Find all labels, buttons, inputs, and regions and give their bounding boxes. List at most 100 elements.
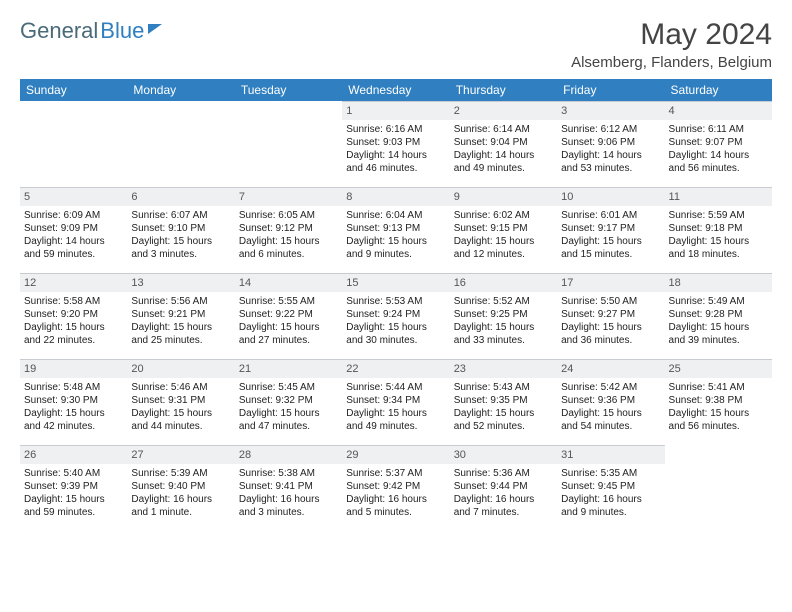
sunset-text: Sunset: 9:38 PM (669, 394, 768, 407)
calendar-cell: 12Sunrise: 5:58 AMSunset: 9:20 PMDayligh… (20, 273, 127, 359)
day-number: 14 (235, 273, 342, 292)
sunrise-text: Sunrise: 5:35 AM (561, 467, 660, 480)
day-number: 30 (450, 445, 557, 464)
calendar-cell: 23Sunrise: 5:43 AMSunset: 9:35 PMDayligh… (450, 359, 557, 445)
brand-logo: GeneralBlue (20, 18, 162, 44)
cell-body: Sunrise: 5:40 AMSunset: 9:39 PMDaylight:… (20, 464, 127, 523)
sunset-text: Sunset: 9:28 PM (669, 308, 768, 321)
sunrise-text: Sunrise: 5:56 AM (131, 295, 230, 308)
location-label: Alsemberg, Flanders, Belgium (571, 54, 772, 71)
day-number: 11 (665, 187, 772, 206)
daylight-text: Daylight: 14 hours and 56 minutes. (669, 149, 768, 175)
day-header: Monday (127, 79, 234, 101)
sunset-text: Sunset: 9:40 PM (131, 480, 230, 493)
sunset-text: Sunset: 9:13 PM (346, 222, 445, 235)
calendar-cell: 31 Sunrise: 5:35 AMSunset: 9:45 PMDayligh… (557, 445, 664, 531)
daylight-text: Daylight: 15 hours and 59 minutes. (24, 493, 123, 519)
sunset-text: Sunset: 9:22 PM (239, 308, 338, 321)
daylight-text: Daylight: 15 hours and 6 minutes. (239, 235, 338, 261)
calendar-cell: 10Sunrise: 6:01 AMSunset: 9:17 PMDayligh… (557, 187, 664, 273)
cell-body: Sunrise: 5:43 AMSunset: 9:35 PMDaylight:… (450, 378, 557, 437)
daylight-text: Daylight: 15 hours and 39 minutes. (669, 321, 768, 347)
cell-body: Sunrise: 5:48 AMSunset: 9:30 PMDaylight:… (20, 378, 127, 437)
sunrise-text: Sunrise: 5:38 AM (239, 467, 338, 480)
brand-part2: Blue (100, 18, 144, 44)
day-number: 22 (342, 359, 449, 378)
day-number: 31 (557, 445, 664, 464)
day-number: 16 (450, 273, 557, 292)
daylight-text: Daylight: 15 hours and 22 minutes. (24, 321, 123, 347)
cell-body: Sunrise: 5:55 AMSunset: 9:22 PMDaylight:… (235, 292, 342, 351)
calendar-cell: 3Sunrise: 6:12 AMSunset: 9:06 PMDaylight… (557, 101, 664, 187)
sunset-text: Sunset: 9:31 PM (131, 394, 230, 407)
sunrise-text: Sunrise: 6:14 AM (454, 123, 553, 136)
day-number: 13 (127, 273, 234, 292)
daylight-text: Daylight: 14 hours and 49 minutes. (454, 149, 553, 175)
day-number: 8 (342, 187, 449, 206)
sunset-text: Sunset: 9:09 PM (24, 222, 123, 235)
sunrise-text: Sunrise: 6:05 AM (239, 209, 338, 222)
day-number: 24 (557, 359, 664, 378)
sunrise-text: Sunrise: 5:49 AM (669, 295, 768, 308)
calendar-cell: 30Sunrise: 5:36 AMSunset: 9:44 PMDayligh… (450, 445, 557, 531)
sunrise-text: Sunrise: 6:16 AM (346, 123, 445, 136)
sunrise-text: Sunrise: 5:58 AM (24, 295, 123, 308)
calendar-cell: 17Sunrise: 5:50 AMSunset: 9:27 PMDayligh… (557, 273, 664, 359)
calendar-cell: 9Sunrise: 6:02 AMSunset: 9:15 PMDaylight… (450, 187, 557, 273)
day-number: 17 (557, 273, 664, 292)
sunset-text: Sunset: 9:42 PM (346, 480, 445, 493)
day-header: Friday (557, 79, 664, 101)
daylight-text: Daylight: 14 hours and 46 minutes. (346, 149, 445, 175)
daylight-text: Daylight: 15 hours and 27 minutes. (239, 321, 338, 347)
day-number: 25 (665, 359, 772, 378)
sunrise-text: Sunrise: 5:55 AM (239, 295, 338, 308)
day-number: 4 (665, 101, 772, 120)
calendar-cell: 19Sunrise: 5:48 AMSunset: 9:30 PMDayligh… (20, 359, 127, 445)
day-number: 9 (450, 187, 557, 206)
daylight-text: Daylight: 15 hours and 54 minutes. (561, 407, 660, 433)
cell-body: Sunrise: 6:01 AMSunset: 9:17 PMDaylight:… (557, 206, 664, 265)
calendar-cell: 6Sunrise: 6:07 AMSunset: 9:10 PMDaylight… (127, 187, 234, 273)
day-header-row: SundayMondayTuesdayWednesdayThursdayFrid… (20, 79, 772, 101)
cell-body: Sunrise: 6:02 AMSunset: 9:15 PMDaylight:… (450, 206, 557, 265)
sunrise-text: Sunrise: 6:07 AM (131, 209, 230, 222)
daylight-text: Daylight: 15 hours and 52 minutes. (454, 407, 553, 433)
day-header: Thursday (450, 79, 557, 101)
day-number: 12 (20, 273, 127, 292)
calendar-cell: 28Sunrise: 5:38 AMSunset: 9:41 PMDayligh… (235, 445, 342, 531)
daylight-text: Daylight: 15 hours and 18 minutes. (669, 235, 768, 261)
sunset-text: Sunset: 9:24 PM (346, 308, 445, 321)
cell-body: Sunrise: 6:07 AMSunset: 9:10 PMDaylight:… (127, 206, 234, 265)
calendar-cell: 18Sunrise: 5:49 AMSunset: 9:28 PMDayligh… (665, 273, 772, 359)
day-number: 26 (20, 445, 127, 464)
sunset-text: Sunset: 9:18 PM (669, 222, 768, 235)
day-header: Saturday (665, 79, 772, 101)
sunrise-text: Sunrise: 5:42 AM (561, 381, 660, 394)
calendar-cell: 13Sunrise: 5:56 AMSunset: 9:21 PMDayligh… (127, 273, 234, 359)
calendar-cell: 16Sunrise: 5:52 AMSunset: 9:25 PMDayligh… (450, 273, 557, 359)
sunset-text: Sunset: 9:41 PM (239, 480, 338, 493)
daylight-text: Daylight: 15 hours and 30 minutes. (346, 321, 445, 347)
sunset-text: Sunset: 9:25 PM (454, 308, 553, 321)
day-number: 1 (342, 101, 449, 120)
day-number: 3 (557, 101, 664, 120)
sunrise-text: Sunrise: 5:41 AM (669, 381, 768, 394)
sunrise-text: Sunrise: 6:02 AM (454, 209, 553, 222)
header: GeneralBlue May 2024 Alsemberg, Flanders… (20, 18, 772, 71)
day-number: 5 (20, 187, 127, 206)
calendar-cell: 22Sunrise: 5:44 AMSunset: 9:34 PMDayligh… (342, 359, 449, 445)
day-number: 19 (20, 359, 127, 378)
calendar-cell (665, 445, 772, 531)
cell-body: Sunrise: 6:14 AMSunset: 9:04 PMDaylight:… (450, 120, 557, 179)
sunset-text: Sunset: 9:27 PM (561, 308, 660, 321)
sunset-text: Sunset: 9:35 PM (454, 394, 553, 407)
sunset-text: Sunset: 9:36 PM (561, 394, 660, 407)
calendar-cell: 11Sunrise: 5:59 AMSunset: 9:18 PMDayligh… (665, 187, 772, 273)
daylight-text: Daylight: 15 hours and 3 minutes. (131, 235, 230, 261)
title-block: May 2024 Alsemberg, Flanders, Belgium (571, 18, 772, 71)
daylight-text: Daylight: 16 hours and 9 minutes. (561, 493, 660, 519)
calendar-cell (20, 101, 127, 187)
sunset-text: Sunset: 9:45 PM (561, 480, 660, 493)
sunrise-text: Sunrise: 5:53 AM (346, 295, 445, 308)
sunrise-text: Sunrise: 6:09 AM (24, 209, 123, 222)
